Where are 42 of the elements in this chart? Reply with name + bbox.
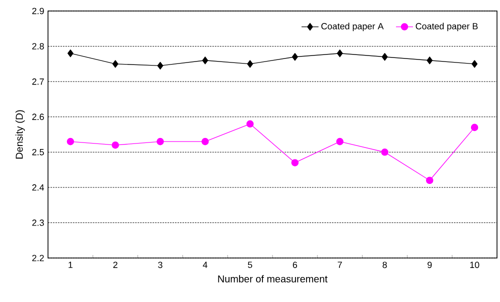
point xyxy=(66,138,74,146)
point xyxy=(157,62,164,70)
x-tick-label: 5 xyxy=(248,262,252,268)
x-tick-label: 4 xyxy=(202,262,208,268)
y-axis-title: Density (D) xyxy=(15,110,25,159)
point xyxy=(336,138,344,146)
legend-label: Coated paper B xyxy=(416,22,478,32)
point xyxy=(291,159,299,166)
point xyxy=(292,53,298,61)
point xyxy=(67,50,74,58)
y-tick-label: 2.5 xyxy=(32,148,44,156)
y-tick-label: 2.6 xyxy=(32,114,44,120)
point xyxy=(112,141,119,149)
x-tick-label: 9 xyxy=(428,262,432,268)
point xyxy=(382,53,388,61)
y-tick-label: 2.4 xyxy=(32,184,44,191)
x-tick-label: 8 xyxy=(382,262,387,268)
point xyxy=(246,120,254,128)
y-tick-label: 2.9 xyxy=(32,8,44,14)
point xyxy=(202,56,208,64)
point xyxy=(426,176,434,184)
point xyxy=(336,50,343,58)
y-tick-label: 2.8 xyxy=(32,43,44,50)
point xyxy=(156,138,164,146)
point xyxy=(381,148,388,156)
y-tick-label: 2.3 xyxy=(32,220,44,226)
x-axis-title: Number of measurement xyxy=(218,275,328,282)
x-tick-label: 3 xyxy=(158,262,162,268)
point xyxy=(247,60,254,68)
x-tick-label: 1 xyxy=(68,262,73,268)
x-tick-label: 7 xyxy=(338,262,342,268)
y-tick-label: 2.7 xyxy=(32,78,44,85)
point xyxy=(426,56,433,64)
point xyxy=(112,60,118,68)
x-tick-label: 6 xyxy=(292,262,298,268)
point xyxy=(470,124,478,132)
point xyxy=(202,138,209,146)
y-tick-label: 2.2 xyxy=(32,254,44,262)
point xyxy=(472,60,478,68)
legend-label: Coated paper A xyxy=(321,22,384,32)
x-tick-label: 10 xyxy=(470,262,480,268)
x-tick-label: 2 xyxy=(113,262,118,268)
